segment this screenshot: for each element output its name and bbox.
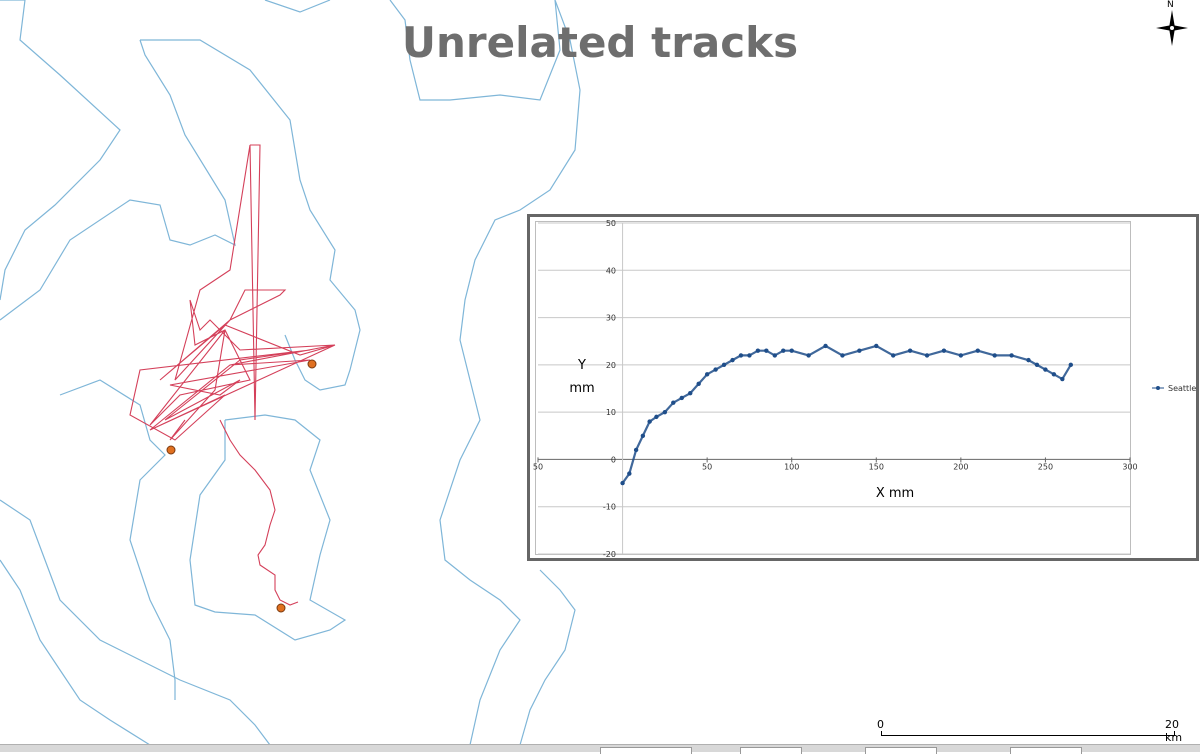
data-point: [730, 357, 735, 363]
data-point: [755, 348, 761, 353]
data-point: [823, 343, 828, 349]
data-point: [1026, 357, 1031, 363]
y-tick-label: 10: [606, 408, 616, 417]
scale-bar: 0 20 km: [876, 718, 1192, 748]
data-point: [874, 343, 879, 349]
data-point: [662, 409, 668, 415]
data-point: [713, 367, 718, 372]
data-point: [1068, 362, 1073, 368]
scale-start-label: 0: [877, 718, 884, 731]
data-point: [806, 353, 811, 358]
data-point: [1043, 367, 1048, 372]
coastline-layer: [0, 0, 581, 746]
north-label: N: [1167, 0, 1174, 10]
data-point: [627, 471, 632, 476]
data-point: [696, 381, 701, 386]
data-point: [738, 353, 744, 358]
coastline-south: [519, 569, 576, 746]
track-marker: [307, 359, 317, 369]
data-point: [958, 353, 964, 358]
data-point: [721, 362, 727, 368]
data-point: [764, 348, 769, 353]
y-tick-label: 40: [606, 266, 616, 275]
x-tick-label: 200: [953, 462, 968, 471]
data-point: [1051, 372, 1057, 377]
data-point: [789, 348, 794, 353]
track-line: [129, 144, 336, 441]
y-tick-label: -10: [603, 503, 616, 512]
data-point: [1034, 362, 1040, 368]
x-tick-label: 100: [784, 462, 799, 471]
data-point: [1060, 376, 1065, 382]
data-point: [907, 348, 913, 353]
scale-end-label: 20 km: [1165, 718, 1183, 744]
y-tick-label: 50: [606, 219, 616, 228]
coastline-peninsula: [140, 39, 361, 391]
data-point: [671, 400, 676, 405]
x-tick-label: 50: [702, 462, 712, 471]
scatter-chart: -20 -10 0 10 20 30 40 50 50 50 100 150 200 250 300 Ymm X…: [533, 219, 1196, 558]
y-axis-label-unit: mm: [569, 381, 594, 396]
data-point: [679, 395, 684, 401]
scale-bar-line: [881, 731, 1175, 736]
coastline-east: [264, 0, 581, 746]
track-markers: [166, 359, 317, 613]
x-tick-label: 50: [533, 462, 543, 471]
data-point: [633, 447, 639, 453]
x-axis-label: X mm: [876, 486, 914, 501]
series-line: [621, 344, 1072, 484]
data-point: [891, 353, 896, 358]
data-point: [640, 433, 646, 438]
x-tick-label: 150: [869, 462, 884, 471]
track-layer: [129, 144, 336, 606]
data-point: [781, 348, 786, 353]
data-point: [992, 353, 997, 358]
data-point: [975, 348, 980, 353]
data-point: [924, 353, 930, 358]
track-marker: [166, 445, 176, 455]
coastline-west: [0, 379, 271, 746]
data-point: [1009, 353, 1014, 358]
x-tick-label: 300: [1122, 462, 1137, 471]
data-point: [857, 348, 862, 353]
north-arrow-icon: [1156, 10, 1188, 46]
legend-marker: [1156, 386, 1160, 390]
data-point: [620, 480, 625, 486]
data-point: [840, 353, 845, 358]
data-point: [772, 353, 777, 358]
data-point: [941, 348, 947, 353]
y-tick-label: 20: [606, 361, 616, 370]
data-point: [688, 391, 693, 396]
y-tick-label: -20: [603, 550, 616, 558]
x-tick-label: 250: [1038, 462, 1053, 471]
data-point: [654, 414, 659, 420]
legend-label: Seattle: [1168, 384, 1196, 393]
coastline-island: [189, 414, 347, 641]
map-title: Unrelated tracks: [401, 18, 799, 67]
data-point: [747, 353, 752, 358]
y-tick-label: 0: [611, 455, 616, 464]
y-tick-label: 30: [606, 314, 616, 323]
data-point: [647, 419, 652, 424]
data-point: [704, 372, 710, 377]
track-marker: [276, 603, 286, 613]
y-axis-label: Y: [577, 358, 586, 373]
track-south-branch: [219, 419, 299, 606]
coastline-north-west: [0, 0, 236, 321]
